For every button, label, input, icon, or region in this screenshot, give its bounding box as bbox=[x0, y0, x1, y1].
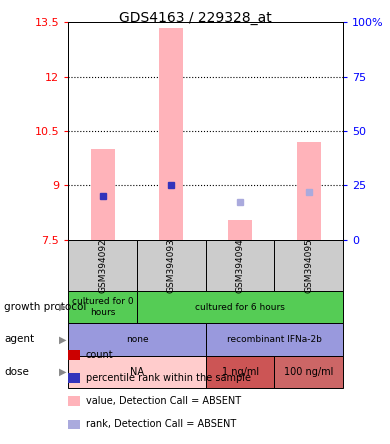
Bar bbox=[228, 220, 252, 240]
Text: 1 ng/ml: 1 ng/ml bbox=[222, 367, 259, 377]
Text: percentile rank within the sample: percentile rank within the sample bbox=[86, 373, 251, 383]
Text: GSM394094: GSM394094 bbox=[236, 238, 245, 293]
Text: value, Detection Call = ABSENT: value, Detection Call = ABSENT bbox=[86, 396, 241, 406]
Text: dose: dose bbox=[4, 367, 29, 377]
Bar bbox=[160, 28, 183, 240]
Text: cultured for 6 hours: cultured for 6 hours bbox=[195, 302, 285, 312]
Text: GSM394092: GSM394092 bbox=[98, 238, 107, 293]
Text: agent: agent bbox=[4, 334, 34, 345]
Text: cultured for 0
hours: cultured for 0 hours bbox=[72, 297, 133, 317]
Text: count: count bbox=[86, 350, 113, 360]
Text: growth protocol: growth protocol bbox=[4, 302, 86, 312]
Text: ▶: ▶ bbox=[59, 302, 66, 312]
Text: 100 ng/ml: 100 ng/ml bbox=[284, 367, 333, 377]
Bar bbox=[297, 142, 321, 240]
Text: NA: NA bbox=[130, 367, 144, 377]
Bar bbox=[90, 149, 115, 240]
Text: ▶: ▶ bbox=[59, 334, 66, 345]
Text: GDS4163 / 229328_at: GDS4163 / 229328_at bbox=[119, 11, 271, 25]
Text: GSM394093: GSM394093 bbox=[167, 238, 176, 293]
Text: ▶: ▶ bbox=[59, 367, 66, 377]
Text: GSM394095: GSM394095 bbox=[304, 238, 313, 293]
Text: recombinant IFNa-2b: recombinant IFNa-2b bbox=[227, 335, 322, 344]
Text: rank, Detection Call = ABSENT: rank, Detection Call = ABSENT bbox=[86, 420, 236, 429]
Text: none: none bbox=[126, 335, 148, 344]
